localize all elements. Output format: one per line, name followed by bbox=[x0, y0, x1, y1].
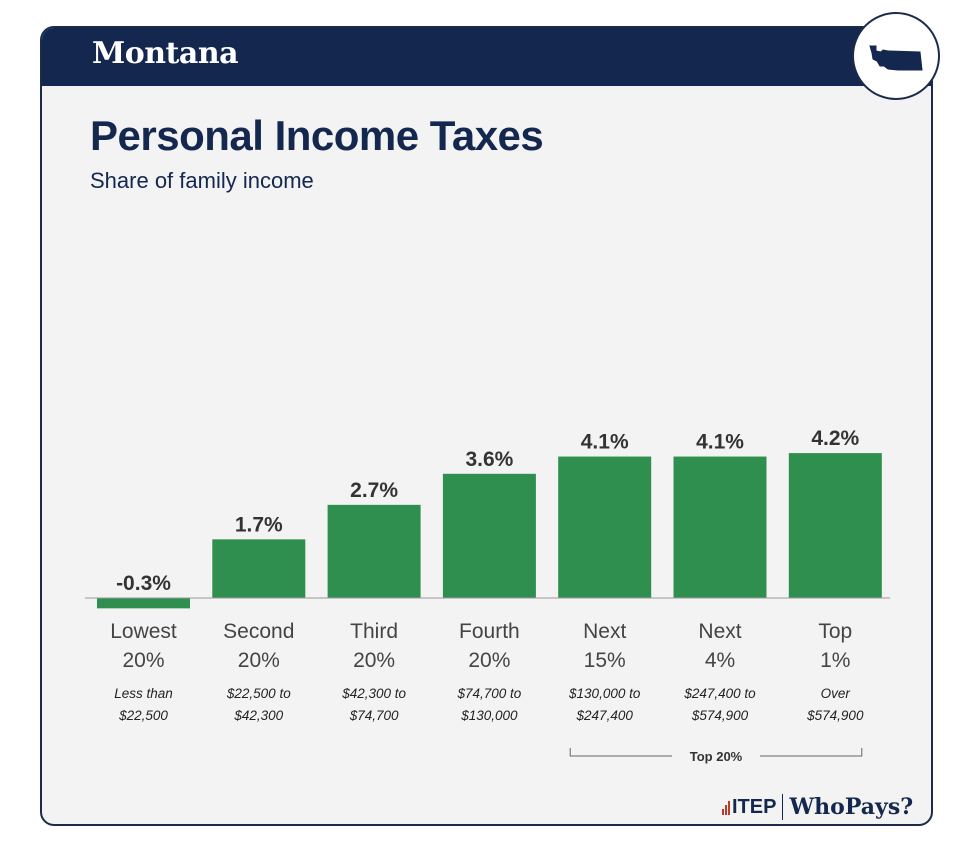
bar-7 bbox=[788, 453, 882, 598]
income-range-2-line-2: $42,300 bbox=[233, 708, 283, 723]
category-label-3-line-1: Third bbox=[350, 620, 398, 643]
income-range-4-line-2: $130,000 bbox=[460, 708, 518, 723]
income-range-6-line-2: $574,900 bbox=[691, 708, 749, 723]
data-label-2: 1.7% bbox=[235, 513, 283, 536]
category-label-6-line-1: Next bbox=[698, 620, 741, 643]
category-label-5-line-2: 15% bbox=[584, 649, 626, 672]
income-range-5-line-1: $130,000 to bbox=[568, 686, 641, 701]
itep-logo-text: ITEP bbox=[732, 795, 777, 818]
state-badge bbox=[852, 12, 940, 100]
income-range-3-line-1: $42,300 to bbox=[341, 686, 406, 701]
data-label-5: 4.1% bbox=[581, 431, 629, 454]
category-label-2-line-2: 20% bbox=[238, 649, 280, 672]
group-bracket bbox=[569, 748, 863, 757]
income-range-1-line-1: Less than bbox=[114, 686, 173, 701]
income-range-5-line-2: $247,400 bbox=[576, 708, 634, 723]
category-label-7-line-1: Top bbox=[818, 620, 852, 643]
bar-4 bbox=[442, 473, 536, 598]
itep-whopays-logo: ITEP WhoPays? bbox=[722, 790, 913, 824]
state-name: Montana bbox=[92, 36, 239, 71]
bar-2 bbox=[212, 539, 306, 598]
income-range-7-line-1: Over bbox=[821, 686, 851, 701]
category-label-6-line-2: 4% bbox=[705, 649, 735, 672]
whopays-logo-text: WhoPays? bbox=[789, 794, 914, 820]
data-label-6: 4.1% bbox=[696, 431, 744, 454]
bar-3 bbox=[327, 504, 421, 598]
category-label-1-line-2: 20% bbox=[122, 649, 164, 672]
state-banner: Montana bbox=[42, 28, 931, 86]
income-range-2-line-1: $22,500 to bbox=[226, 686, 291, 701]
data-label-3: 2.7% bbox=[350, 479, 398, 502]
income-range-4-line-1: $74,700 to bbox=[456, 686, 521, 701]
category-label-3-line-2: 20% bbox=[353, 649, 395, 672]
itep-bars-icon bbox=[722, 799, 730, 815]
data-label-7: 4.2% bbox=[811, 427, 859, 450]
income-range-7-line-2: $574,900 bbox=[806, 708, 864, 723]
chart-title: Personal Income Taxes bbox=[90, 112, 544, 159]
bar-5 bbox=[558, 456, 652, 598]
category-label-1-line-1: Lowest bbox=[110, 620, 177, 643]
category-label-4-line-2: 20% bbox=[468, 649, 510, 672]
logo-separator bbox=[782, 794, 784, 820]
category-label-7-line-2: 1% bbox=[820, 649, 850, 672]
data-label-1: -0.3% bbox=[116, 572, 171, 595]
category-label-5-line-1: Next bbox=[583, 620, 626, 643]
group-label: Top 20% bbox=[690, 749, 743, 764]
category-label-4-line-1: Fourth bbox=[459, 620, 520, 643]
data-label-4: 3.6% bbox=[465, 448, 513, 471]
montana-map-icon bbox=[869, 45, 923, 71]
category-label-2-line-1: Second bbox=[223, 620, 294, 643]
bar-1 bbox=[97, 598, 190, 609]
income-range-1-line-2: $22,500 bbox=[118, 708, 168, 723]
chart-subtitle: Share of family income bbox=[90, 168, 314, 193]
chart-card: Montana bbox=[40, 26, 933, 826]
income-range-3-line-2: $74,700 bbox=[349, 708, 399, 723]
income-range-6-line-1: $247,400 to bbox=[683, 686, 756, 701]
bar-6 bbox=[673, 456, 767, 598]
